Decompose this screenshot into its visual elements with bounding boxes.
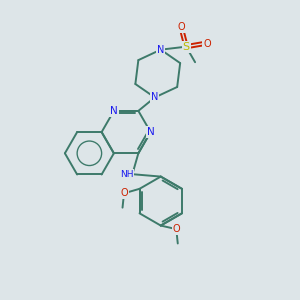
Text: O: O: [203, 39, 211, 49]
Text: N: N: [157, 45, 164, 55]
Text: O: O: [178, 22, 185, 32]
Text: O: O: [120, 188, 128, 198]
Text: S: S: [183, 42, 190, 52]
Text: N: N: [110, 106, 118, 116]
Text: N: N: [151, 92, 158, 102]
Text: O: O: [172, 224, 180, 234]
Text: NH: NH: [120, 170, 134, 179]
Text: N: N: [147, 127, 154, 137]
